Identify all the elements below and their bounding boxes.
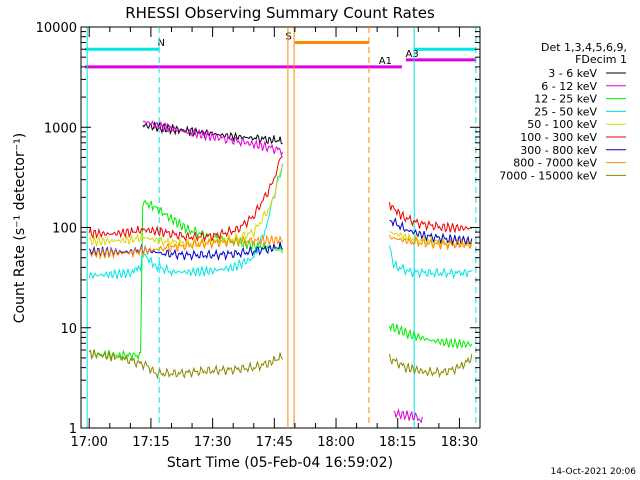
state-bar-label: A3 [406,49,419,60]
x-tick-label: 17:45 [256,435,293,450]
footer-date: 14-Oct-2021 20:06 [551,467,637,477]
series-line [389,353,473,379]
series-line [389,323,473,349]
chart-title: RHESSI Observing Summary Count Rates [125,4,435,22]
x-tick-label: 17:15 [132,435,169,450]
series-line [393,408,423,424]
state-bars: N S A1 A3 [85,32,476,69]
legend-entry-label: 3 - 6 keV [548,67,597,80]
legend-entry-label: 100 - 300 keV [520,131,597,144]
x-tick-label: 17:30 [194,435,231,450]
axes: 17:00 17:15 17:30 17:45 18:00 18:15 18:30 1 10 10… [36,21,480,450]
legend-entry-label: 7000 - 15000 keV [499,169,597,182]
series-line [88,234,284,260]
y-tick-label: 10 [60,322,77,337]
y-axis-label: Count Rate (s⁻¹ detector⁻¹) [12,133,28,323]
series-line [389,202,472,234]
series-lines [88,120,473,424]
y-tick-label: 100 [52,222,77,237]
series-line [88,241,284,262]
x-tick-label: 18:00 [317,435,354,450]
legend-entry-label: 50 - 100 keV [527,118,597,131]
x-axis-label: Start Time (05-Feb-04 16:59:02) [167,455,393,471]
series-line [88,163,284,280]
legend-entry-label: 300 - 800 keV [520,144,597,157]
y-tick-label: 1000 [44,121,77,136]
legend-entry-label: 6 - 12 keV [541,80,597,93]
x-tick-label: 18:15 [379,435,416,450]
state-bar-label: A1 [379,56,392,67]
legend-entry-label: 25 - 50 keV [534,105,597,118]
legend-header: Det 1,3,4,5,6,9, [541,41,627,54]
x-tick-label: 18:30 [441,435,478,450]
legend-entry-label: 800 - 7000 keV [513,157,597,170]
x-tick-label: 17:00 [70,435,107,450]
series-line [142,120,284,158]
y-tick-label: 1 [69,422,77,437]
series-line [88,165,284,249]
series-line [389,231,473,248]
y-tick-label: 10000 [36,21,77,36]
series-line [389,245,473,280]
series-line [88,199,283,361]
series-line [389,234,473,251]
state-bar-label: S [286,32,292,43]
legend-header: FDecim 1 [575,53,627,66]
series-line [88,156,283,243]
legend-entry-label: 12 - 25 keV [534,93,597,106]
state-bar-label: N [157,38,164,49]
series-line [88,349,284,380]
